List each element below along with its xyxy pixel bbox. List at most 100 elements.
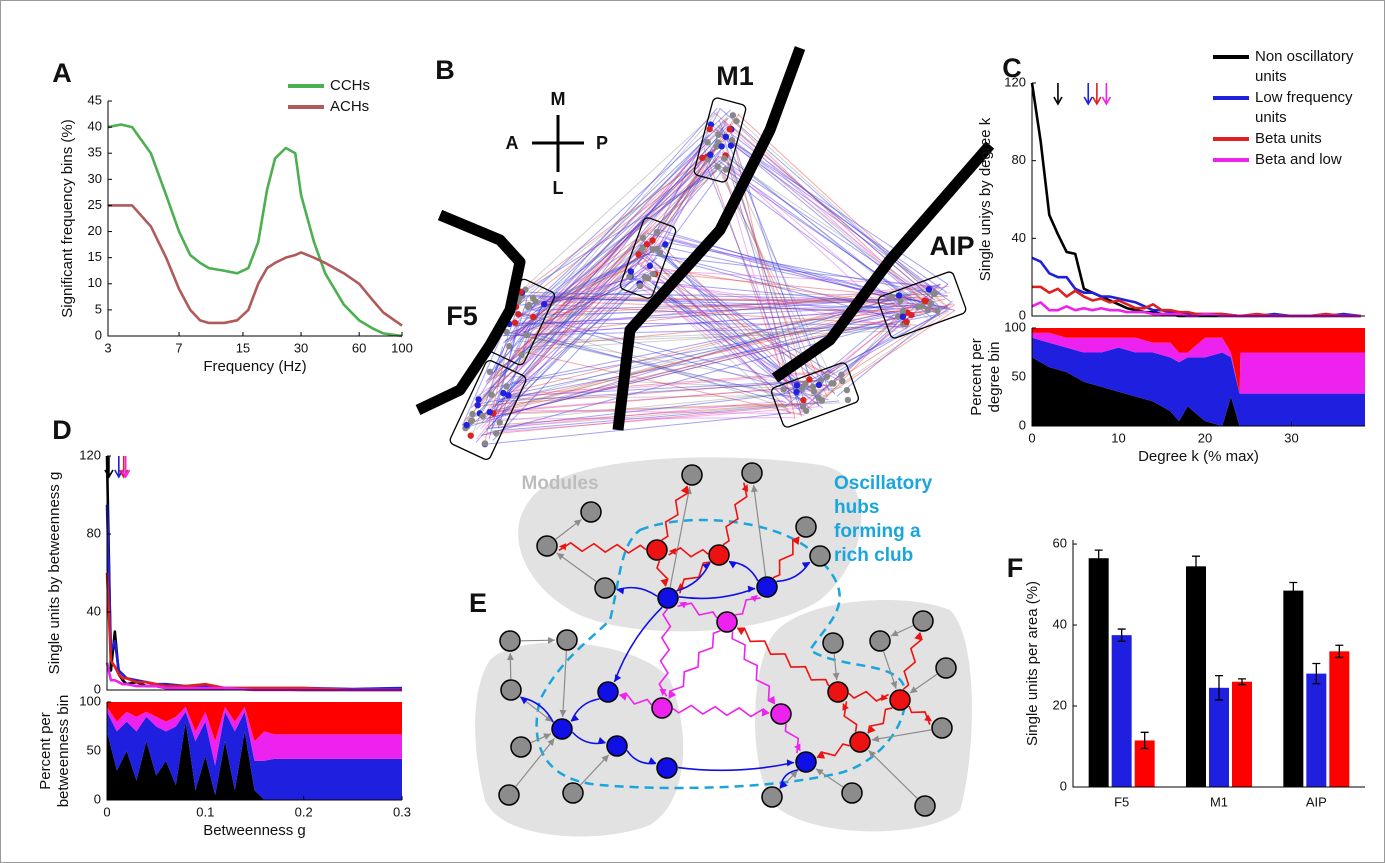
x-tick-label: 0 bbox=[103, 804, 110, 819]
x-tick-label: 100 bbox=[391, 340, 413, 355]
electrode bbox=[733, 118, 739, 124]
x-tick-label: M1 bbox=[1210, 794, 1228, 809]
electrode bbox=[844, 387, 850, 393]
electrode bbox=[704, 139, 710, 145]
electrode bbox=[915, 303, 921, 309]
x-tick-label: 3 bbox=[104, 340, 111, 355]
bar bbox=[1329, 651, 1349, 787]
node bbox=[552, 719, 572, 739]
x-tick-label: 0 bbox=[1028, 430, 1035, 445]
electrode bbox=[487, 369, 493, 375]
node bbox=[709, 545, 729, 565]
electrode bbox=[662, 241, 668, 247]
x-tick-label: F5 bbox=[1114, 794, 1129, 809]
electrode bbox=[647, 263, 653, 269]
bar bbox=[1186, 566, 1206, 787]
y-tick-label: 20 bbox=[88, 223, 102, 238]
node bbox=[557, 630, 577, 650]
figure: A B C D E F MAPLM1F5AIPModulesOscillator… bbox=[0, 0, 1385, 863]
node bbox=[658, 588, 678, 608]
electrode bbox=[496, 419, 502, 425]
electrode bbox=[707, 151, 713, 157]
electrode bbox=[500, 390, 506, 396]
bar bbox=[1283, 591, 1303, 787]
electrode bbox=[474, 402, 480, 408]
panel-label: D bbox=[52, 415, 72, 445]
electrode bbox=[830, 380, 836, 386]
electrode bbox=[925, 307, 931, 313]
node bbox=[581, 502, 601, 522]
electrode bbox=[469, 411, 475, 417]
y-axis-label: Single units per area (%) bbox=[1024, 581, 1041, 746]
electrode bbox=[719, 143, 725, 149]
legend-swatch bbox=[1213, 55, 1249, 59]
legend-item: Low frequency units bbox=[1213, 88, 1385, 128]
y-tick-label: 0 bbox=[95, 327, 102, 342]
y-axis-label: Single units by betweenness g bbox=[46, 472, 63, 675]
x-tick-label: 15 bbox=[236, 340, 250, 355]
y-tick-label: 0 bbox=[1060, 778, 1067, 793]
legend-label: Beta units bbox=[1255, 129, 1322, 149]
x-axis-label: Frequency (Hz) bbox=[203, 358, 306, 375]
node bbox=[537, 536, 557, 556]
y-tick-label: 100 bbox=[1004, 319, 1026, 334]
y-tick-label: 25 bbox=[88, 197, 102, 212]
modules-label: Modules bbox=[521, 473, 598, 494]
node bbox=[501, 680, 521, 700]
y-tick-label: 0 bbox=[1019, 417, 1026, 432]
x-tick-label: AIP bbox=[1306, 794, 1327, 809]
legend-swatch bbox=[288, 84, 324, 88]
legend-label: ACHs bbox=[330, 97, 369, 117]
electrode bbox=[525, 304, 531, 310]
electrode bbox=[896, 292, 902, 298]
electrode bbox=[900, 314, 906, 320]
panel-label: B bbox=[435, 55, 455, 85]
electrode bbox=[934, 308, 940, 314]
electrode bbox=[730, 112, 736, 118]
x-tick-label: 30 bbox=[294, 340, 308, 355]
y-tick-label: 80 bbox=[87, 525, 101, 540]
legend-label: Non oscillatory units bbox=[1255, 47, 1385, 87]
area-label: M1 bbox=[716, 61, 754, 91]
node bbox=[595, 578, 615, 598]
node bbox=[932, 718, 952, 738]
y-axis-label: betweenness bin bbox=[55, 695, 72, 808]
node bbox=[647, 540, 667, 560]
module-blob bbox=[475, 643, 683, 837]
x-tick-label: 7 bbox=[175, 340, 182, 355]
y-axis-label: Percent per bbox=[37, 712, 54, 790]
electrode bbox=[928, 300, 934, 306]
node bbox=[890, 690, 910, 710]
y-axis-label: degree bin bbox=[986, 342, 1003, 413]
electrode bbox=[932, 290, 938, 296]
y-tick-label: 50 bbox=[87, 742, 101, 757]
electrode bbox=[512, 320, 518, 326]
electrode bbox=[800, 397, 806, 403]
hubs-label: forming a bbox=[834, 521, 921, 542]
electrode bbox=[715, 132, 721, 138]
y-tick-label: 20 bbox=[1053, 697, 1067, 712]
electrode bbox=[650, 271, 656, 277]
electrode bbox=[897, 298, 903, 304]
y-tick-label: 0 bbox=[94, 791, 101, 806]
legend-item: Non oscillatory units bbox=[1213, 47, 1385, 87]
node bbox=[652, 698, 672, 718]
electrode bbox=[908, 312, 914, 318]
panel-label: A bbox=[52, 58, 72, 88]
electrode bbox=[815, 395, 821, 401]
electrode bbox=[469, 417, 475, 423]
node bbox=[823, 633, 843, 653]
y-tick-label: 120 bbox=[1004, 74, 1026, 89]
node bbox=[563, 783, 583, 803]
bar bbox=[1089, 558, 1109, 787]
electrode bbox=[515, 311, 521, 317]
x-tick-label: 0.2 bbox=[295, 804, 313, 819]
electrode bbox=[816, 382, 822, 388]
electrode bbox=[845, 397, 851, 403]
electrode bbox=[654, 229, 660, 235]
electrode bbox=[532, 298, 538, 304]
electrode bbox=[706, 126, 712, 132]
hubs-label: hubs bbox=[834, 497, 879, 518]
node bbox=[796, 517, 816, 537]
legend-item: Beta and low frequency units bbox=[1213, 150, 1385, 167]
